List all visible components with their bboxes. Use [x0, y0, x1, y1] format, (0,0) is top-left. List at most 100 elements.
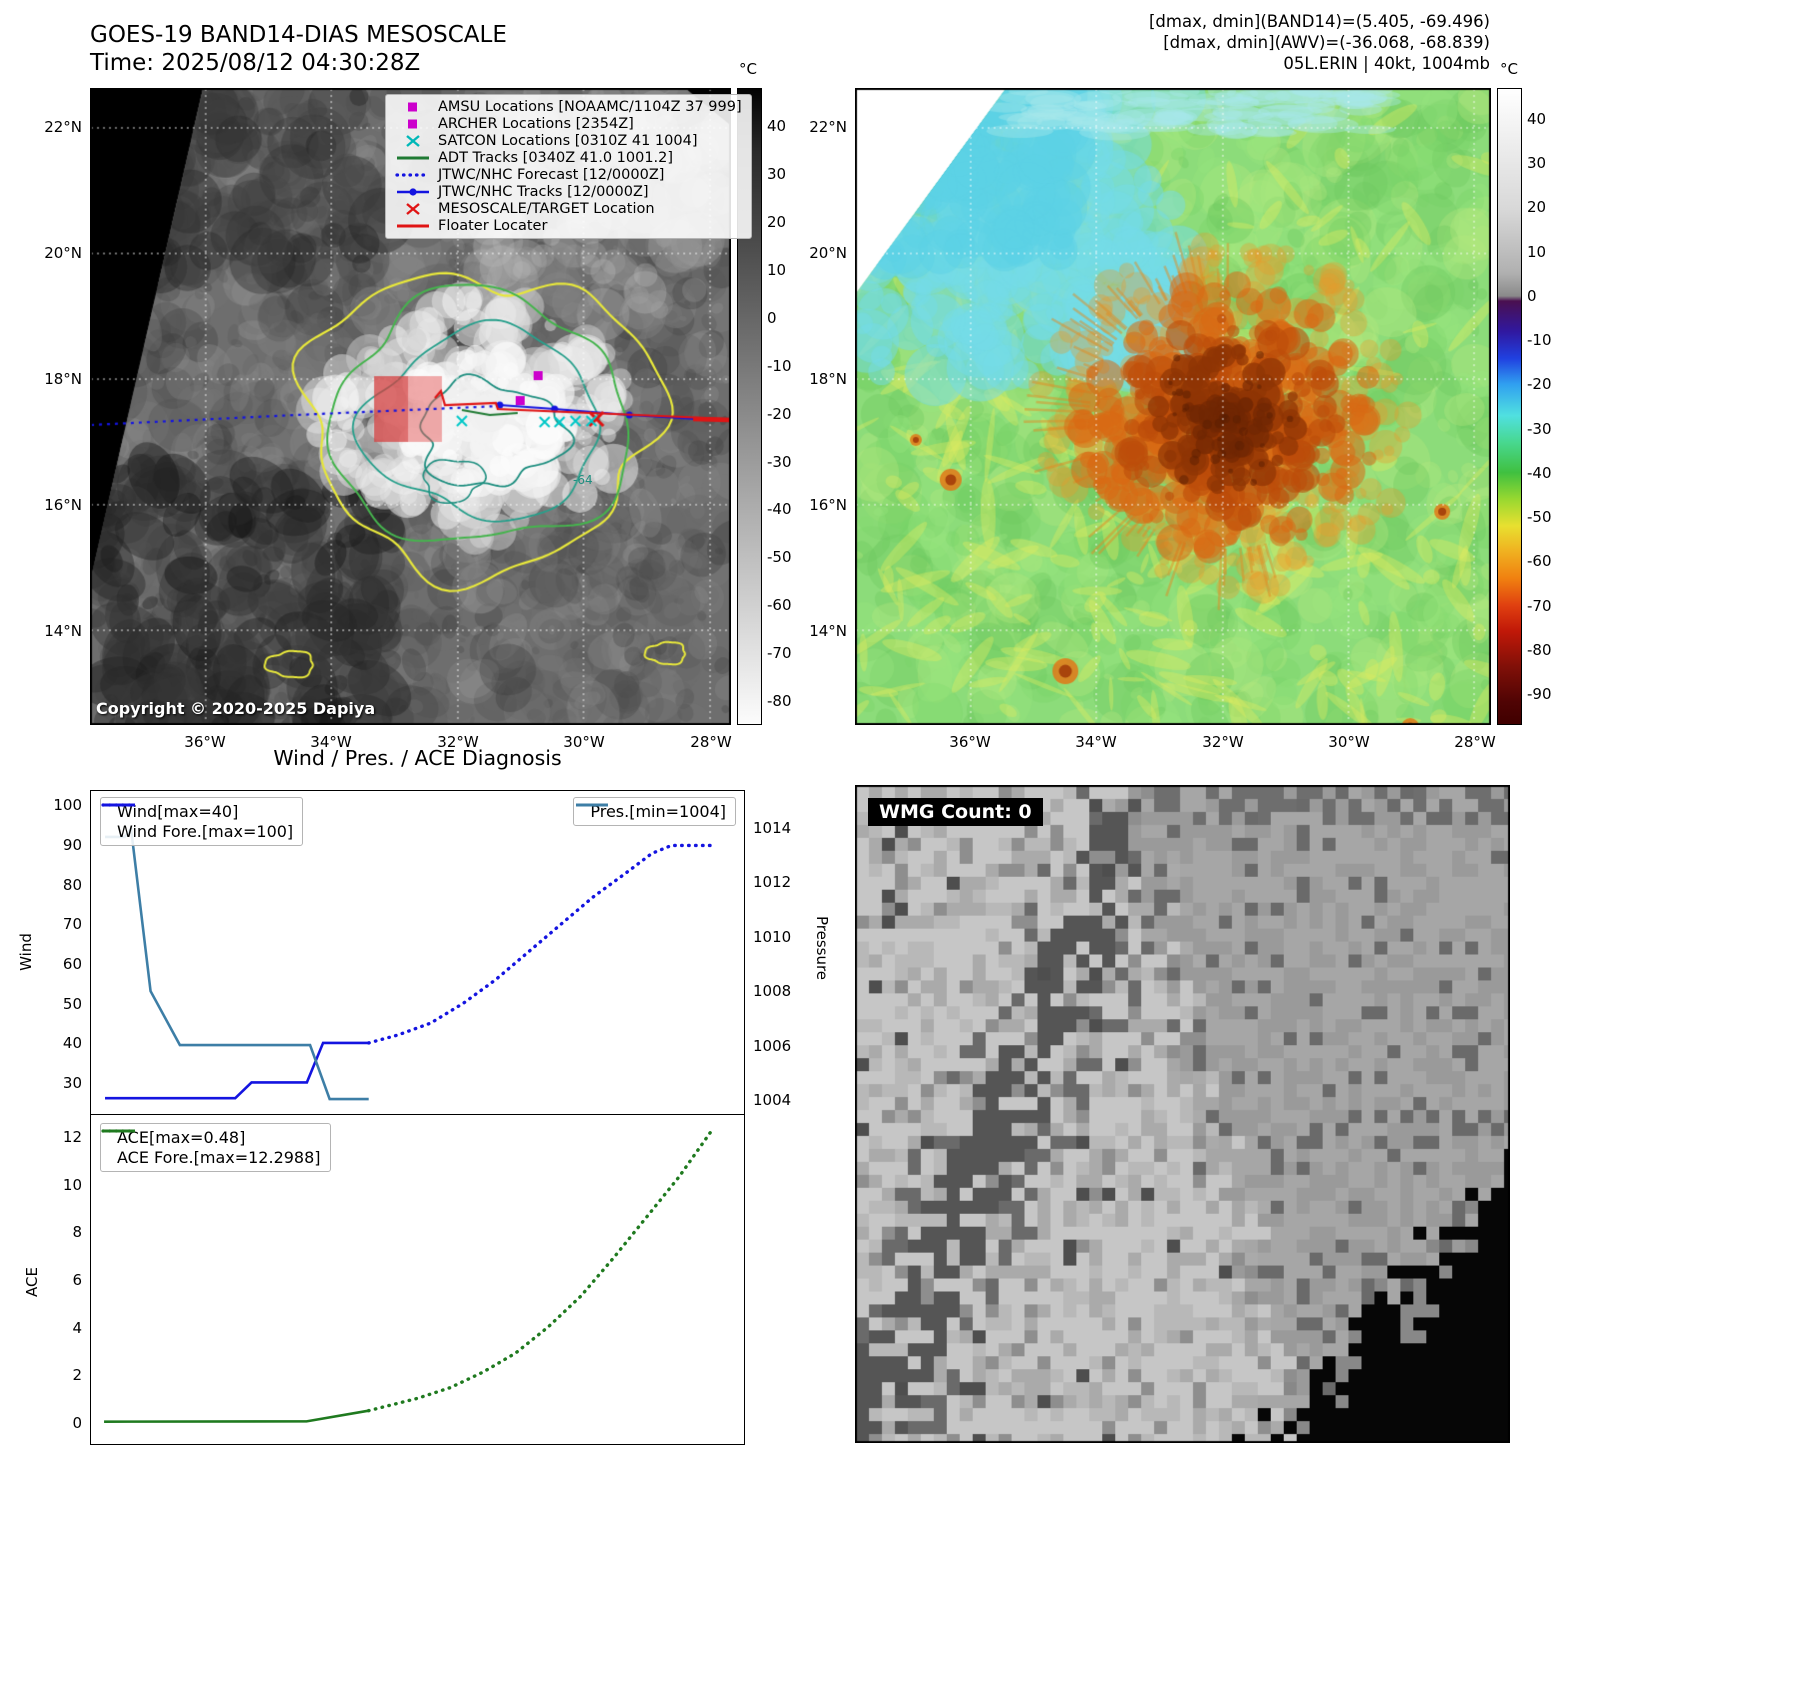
lon-tick-label: 36°W — [949, 733, 991, 751]
awv-colorbar-tick: 0 — [1527, 286, 1537, 305]
ace-axis-tick: 8 — [72, 1223, 82, 1242]
wmg-image: WMG Count: 0 — [855, 785, 1510, 1443]
pressure-axis-tick: 1004 — [753, 1091, 792, 1110]
ace-axis-tick: 12 — [62, 1127, 82, 1146]
lon-tick-label: 34°W — [1075, 733, 1117, 751]
lon-tick-label: 30°W — [1328, 733, 1370, 751]
ace-axis-tick: 2 — [72, 1366, 82, 1385]
awv-colorbar-tick: 20 — [1527, 198, 1547, 217]
band14-colorbar-unit: °C — [739, 60, 757, 78]
band14-colorbar-tick: 10 — [767, 261, 787, 279]
pressure-legend: Pres.[min=1004] — [573, 797, 736, 826]
ace-chart: ACE[max=0.48] ACE Fore.[max=12.2988] — [90, 1115, 745, 1445]
lon-tick-label: 28°W — [1454, 733, 1496, 751]
legend-item: JTWC/NHC Tracks [12/0000Z] — [395, 184, 742, 200]
legend-item: Wind Fore.[max=100] — [101, 803, 294, 841]
legend-item: ARCHER Locations [2354Z] — [395, 116, 742, 132]
band14-colorbar-tick: -60 — [767, 596, 792, 615]
awv-colorbar — [1497, 88, 1522, 725]
copyright-watermark: Copyright © 2020-2025 Dapiya — [96, 699, 376, 718]
legend-item: Floater Locater — [395, 218, 742, 234]
lat-tick-label: 14°N — [44, 622, 82, 640]
wind-legend: Wind[max=40] Wind Fore.[max=100] — [100, 797, 304, 846]
legend-label: SATCON Locations [0310Z 41 1004] — [438, 133, 698, 149]
band14-colorbar-tick: -20 — [767, 404, 792, 423]
legend-item: ADT Tracks [0340Z 41.0 1001.2] — [395, 150, 742, 166]
wind-axis-tick: 90 — [62, 835, 82, 854]
contour-value-label: -64 — [573, 473, 593, 487]
awv-colorbar-tick: -30 — [1527, 419, 1552, 438]
lat-tick-label: 20°N — [44, 244, 82, 262]
legend-label: Wind[max=40] — [117, 802, 239, 821]
legend-label: MESOSCALE/TARGET Location — [438, 201, 655, 217]
lon-tick-label: 32°W — [437, 733, 479, 751]
awv-colorbar-tick: -20 — [1527, 375, 1552, 394]
band14-time: Time: 2025/08/12 04:30:28Z — [90, 50, 421, 76]
wind-pressure-chart: Wind[max=40] Wind Fore.[max=100] Pres.[mi… — [90, 790, 745, 1115]
lat-tick-label: 16°N — [809, 496, 847, 514]
square-marker-icon — [395, 117, 431, 131]
awv-satellite-canvas — [856, 89, 1490, 724]
legend-label: ACE[max=0.48] — [117, 1128, 246, 1147]
lon-tick-label: 32°W — [1202, 733, 1244, 751]
pressure-axis-tick: 1014 — [753, 819, 792, 838]
dmax-dmin-awv-text: [dmax, dmin](AWV)=(-36.068, -68.839) — [1163, 33, 1490, 52]
square-marker-icon — [395, 100, 431, 114]
lat-tick-label: 20°N — [809, 244, 847, 262]
awv-colorbar-tick: -50 — [1527, 508, 1552, 527]
band14-title: GOES-19 BAND14-DIAS MESOSCALE — [90, 22, 507, 48]
awv-colorbar-tick: -70 — [1527, 596, 1552, 615]
wind-axis-tick: 50 — [62, 994, 82, 1013]
legend-label: ARCHER Locations [2354Z] — [438, 116, 634, 132]
wind-axis-tick: 70 — [62, 915, 82, 934]
awv-colorbar-tick: 40 — [1527, 109, 1547, 128]
wind-axis-tick: 60 — [62, 955, 82, 974]
awv-colorbar-unit: °C — [1500, 60, 1518, 78]
series-ace — [104, 1409, 369, 1423]
band14-colorbar-tick: -10 — [767, 356, 792, 375]
legend-label: JTWC/NHC Forecast [12/0000Z] — [438, 167, 665, 183]
legend-item: MESOSCALE/TARGET Location — [395, 201, 742, 217]
lat-tick-label: 22°N — [44, 118, 82, 136]
dotted-marker-icon — [395, 168, 431, 182]
lat-tick-label: 16°N — [44, 496, 82, 514]
ace-axis-tick: 10 — [62, 1175, 82, 1194]
legend-item: Pres.[min=1004] — [576, 802, 726, 821]
wind-axis-tick: 80 — [62, 875, 82, 894]
legend-label: Wind Fore.[max=100] — [117, 822, 294, 841]
pressure-axis-tick: 1012 — [753, 873, 792, 892]
legend-item: JTWC/NHC Forecast [12/0000Z] — [395, 167, 742, 183]
band14-colorbar-tick: 0 — [767, 308, 777, 327]
legend-item: SATCON Locations [0310Z 41 1004] — [395, 133, 742, 149]
legend-item: AMSU Locations [NOAAMC/1104Z 37 999] — [395, 99, 742, 115]
wind-axis-tick: 100 — [53, 796, 82, 815]
band14-colorbar-tick: 40 — [767, 117, 787, 136]
line-dot-marker-icon — [395, 185, 431, 199]
ace-legend: ACE[max=0.48] ACE Fore.[max=12.2988] — [100, 1123, 331, 1172]
legend-item: ACE Fore.[max=12.2988] — [101, 1129, 321, 1167]
series-wind-fore- — [367, 843, 716, 1045]
band14-colorbar-tick: 30 — [767, 165, 787, 184]
wmg-count-badge: WMG Count: 0 — [868, 798, 1043, 826]
pressure-axis-tick: 1006 — [753, 1036, 792, 1055]
pressure-axis-tick: 1008 — [753, 982, 792, 1001]
x-marker-icon — [395, 202, 431, 216]
ace-plot-area — [104, 1129, 714, 1423]
wmg-canvas — [856, 786, 1509, 1442]
ace-axis-tick: 4 — [72, 1318, 82, 1337]
lat-tick-label: 18°N — [44, 370, 82, 388]
legend-label: ADT Tracks [0340Z 41.0 1001.2] — [438, 150, 674, 166]
wind-axis-label: Wind — [17, 933, 35, 971]
line-marker-icon — [395, 219, 431, 233]
pressure-axis-tick: 1010 — [753, 927, 792, 946]
lat-tick-label: 18°N — [809, 370, 847, 388]
band14-colorbar-tick: -30 — [767, 452, 792, 471]
band14-colorbar-tick: 20 — [767, 213, 787, 232]
pressure-axis-label: Pressure — [813, 915, 831, 981]
x-marker-icon — [395, 134, 431, 148]
legend-label: Floater Locater — [438, 218, 548, 234]
lon-tick-label: 36°W — [184, 733, 226, 751]
awv-satellite-image — [855, 88, 1491, 725]
awv-colorbar-tick: -90 — [1527, 685, 1552, 704]
